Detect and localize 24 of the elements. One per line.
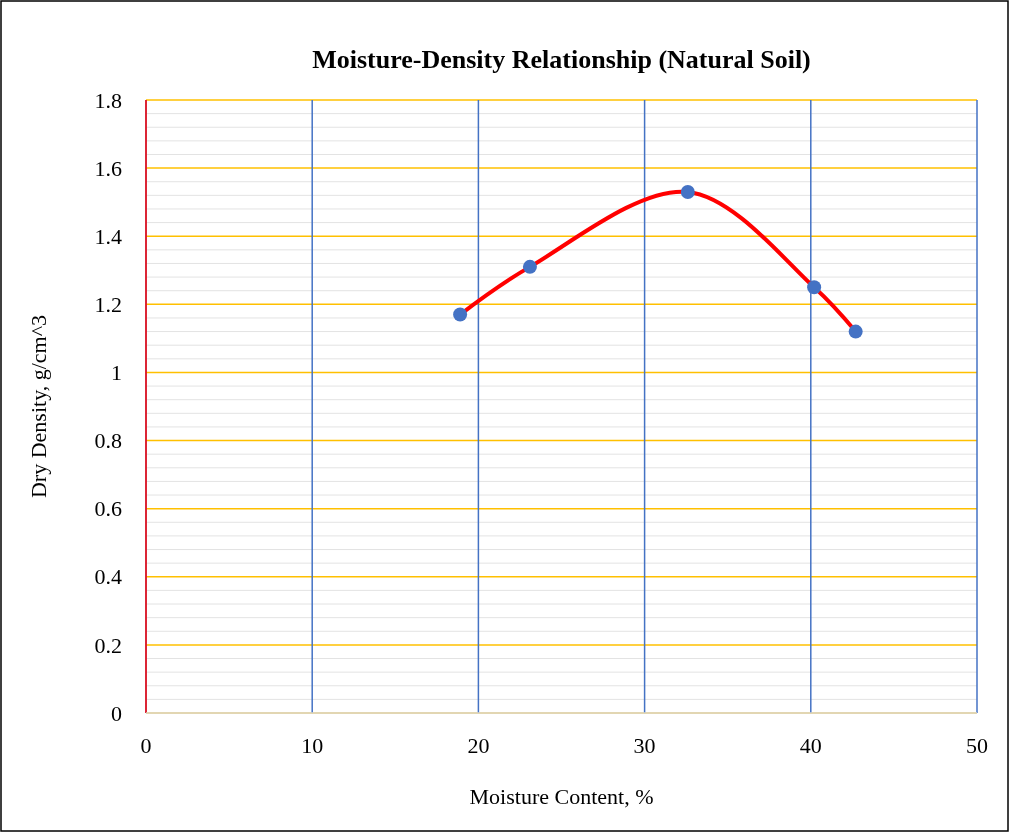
y-tick-label: 1.6	[94, 155, 122, 181]
point	[522, 259, 537, 274]
y-tick-label: 1.4	[94, 223, 122, 249]
y-tick-label: 1.2	[94, 292, 122, 318]
y-tick-label: 1.8	[94, 87, 122, 113]
chart-title: Moisture-Density Relationship (Natural Soil)	[312, 45, 811, 74]
x-tick-label: 50	[966, 733, 988, 758]
y-tick-label: 0.2	[94, 632, 122, 658]
x-tick-label: 10	[301, 733, 324, 758]
y-tick-label: 0	[111, 700, 122, 726]
y-tick-label: 0.6	[94, 496, 122, 522]
y-tick-label: 0.8	[94, 428, 122, 454]
x-tick-label: 20	[467, 733, 490, 758]
y-tick-label: 1	[111, 360, 122, 386]
y-tick-label: 0.4	[94, 564, 122, 590]
point	[680, 184, 695, 199]
point	[807, 280, 822, 295]
y-axis-title: Dry Density, g/cm^3	[26, 314, 51, 499]
point	[453, 307, 468, 322]
point	[848, 324, 863, 339]
x-tick-label: 30	[633, 733, 656, 758]
x-tick-label: 0	[140, 733, 152, 758]
x-tick-label: 40	[799, 733, 822, 758]
x-axis-title: Moisture Content, %	[469, 784, 654, 809]
